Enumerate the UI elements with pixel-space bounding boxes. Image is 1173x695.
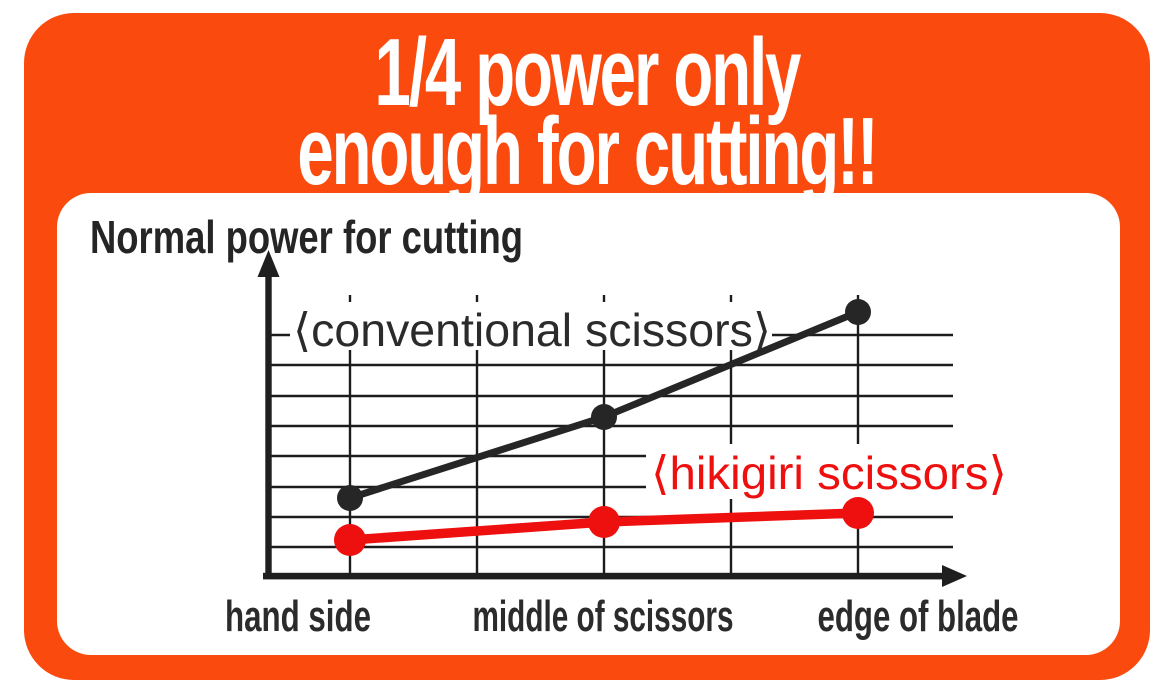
poster-title-line-1: 1/4 power only: [374, 19, 802, 126]
legend-hikigiri-backdrop: [646, 444, 1010, 499]
hikigiri-scissors-point: [842, 497, 874, 529]
x-tick-edge-of-blade: edge of blade: [818, 592, 1019, 641]
hikigiri-scissors-point: [334, 524, 366, 556]
legend-hikigiri-label: ⟨hikigiri scissors⟩: [651, 447, 1007, 499]
legend-conventional-label: ⟨conventional scissors⟩: [293, 304, 771, 356]
hikigiri-scissors-point: [588, 506, 620, 538]
x-tick-hand-side: hand side: [225, 592, 371, 641]
y-axis: [265, 272, 272, 578]
x-tick-middle-of-scissors: middle of scissors: [473, 592, 734, 641]
conventional-scissors-point: [845, 299, 871, 325]
poster-title-line-2: enough for cutting!!: [297, 98, 878, 205]
axes: [257, 250, 967, 587]
conventional-scissors-point: [337, 485, 363, 511]
poster-title: 1/4 power only enough for cutting!!: [204, 19, 970, 205]
y-axis-arrowhead-icon: [257, 250, 280, 277]
x-axis: [263, 572, 946, 580]
y-axis-label: Normal power for cutting: [90, 211, 523, 263]
x-axis-arrowhead-icon: [942, 565, 967, 587]
conventional-scissors-point: [591, 404, 617, 430]
legend-conventional-backdrop: [290, 302, 772, 350]
series-layer: [334, 299, 874, 556]
